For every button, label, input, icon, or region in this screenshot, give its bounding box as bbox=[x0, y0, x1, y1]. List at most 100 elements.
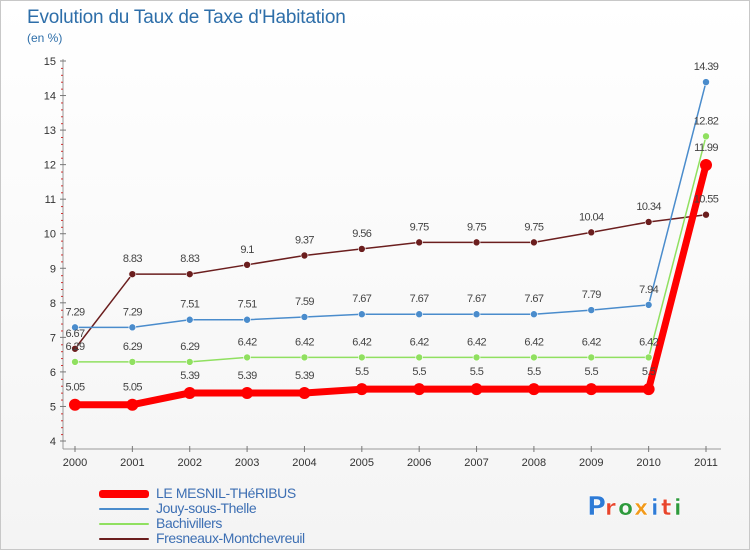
y-minor-tick bbox=[61, 378, 63, 380]
data-point bbox=[185, 315, 194, 324]
logo-letter: x bbox=[634, 496, 648, 521]
legend-label: Fresneaux-Montchevreuil bbox=[156, 530, 305, 546]
x-tick-label: 2004 bbox=[292, 457, 316, 469]
x-tick-label: 2000 bbox=[63, 457, 87, 469]
y-minor-tick bbox=[61, 116, 63, 118]
legend-item-jouy-sous-thelle: Jouy-sous-Thelle bbox=[99, 501, 305, 516]
data-label: 6.42 bbox=[352, 336, 371, 348]
data-label: 6.67 bbox=[65, 328, 84, 340]
data-point bbox=[358, 353, 366, 362]
logo-letter: P bbox=[587, 492, 606, 522]
y-minor-tick bbox=[61, 213, 63, 214]
series-line bbox=[74, 213, 707, 350]
data-label: 5.5 bbox=[585, 366, 599, 378]
data-point bbox=[128, 358, 137, 366]
data-point bbox=[243, 353, 251, 362]
data-point bbox=[300, 353, 309, 362]
data-point bbox=[71, 358, 79, 366]
y-minor-tick bbox=[61, 261, 63, 263]
data-point bbox=[587, 353, 596, 362]
legend-swatch-icon bbox=[99, 490, 149, 499]
data-point bbox=[530, 310, 538, 319]
data-point bbox=[355, 383, 368, 396]
y-minor-tick bbox=[61, 206, 63, 208]
data-point bbox=[644, 301, 653, 309]
y-minor-tick bbox=[61, 358, 63, 360]
data-label: 5.5 bbox=[642, 366, 656, 378]
x-tick-label: 2003 bbox=[235, 457, 259, 469]
data-point bbox=[530, 353, 538, 362]
y-tick-label: 12 bbox=[44, 160, 56, 172]
data-label: 9.37 bbox=[295, 234, 314, 246]
data-label: 6.29 bbox=[123, 341, 142, 353]
y-minor-tick bbox=[61, 289, 63, 290]
y-minor-tick bbox=[61, 192, 63, 194]
data-point bbox=[702, 78, 710, 86]
data-point bbox=[472, 310, 481, 319]
y-minor-tick bbox=[61, 178, 63, 180]
y-tick-label: 13 bbox=[44, 125, 56, 137]
y-minor-tick bbox=[61, 240, 63, 242]
y-minor-tick bbox=[61, 171, 63, 173]
y-minor-tick bbox=[61, 150, 63, 152]
y-minor-tick bbox=[61, 123, 63, 125]
data-label: 9.1 bbox=[240, 244, 254, 256]
data-point bbox=[126, 398, 139, 411]
proxiti-logo-icon: Pr o x i t i bbox=[587, 492, 682, 523]
data-label: 6.42 bbox=[410, 336, 429, 348]
data-label: 11.99 bbox=[694, 142, 718, 154]
y-minor-tick bbox=[61, 344, 63, 346]
data-label: 9.75 bbox=[467, 221, 486, 233]
y-minor-tick bbox=[61, 219, 63, 221]
data-label: 7.59 bbox=[295, 296, 314, 308]
y-tick-label: 6 bbox=[50, 367, 56, 379]
y-minor-tick bbox=[61, 420, 63, 422]
y-minor-tick bbox=[61, 143, 63, 145]
data-point bbox=[128, 323, 137, 332]
y-minor-tick bbox=[61, 81, 63, 83]
data-point bbox=[358, 310, 366, 319]
data-point bbox=[472, 238, 481, 247]
data-label: 10.04 bbox=[579, 211, 604, 223]
data-label: 7.94 bbox=[639, 284, 658, 296]
y-minor-tick bbox=[61, 109, 63, 111]
y-minor-tick bbox=[61, 157, 63, 159]
logo-letter: r bbox=[605, 496, 616, 521]
logo-letter: i bbox=[651, 496, 659, 521]
data-point bbox=[69, 398, 81, 411]
y-minor-tick bbox=[61, 247, 63, 249]
data-label: 8.83 bbox=[180, 253, 199, 265]
x-tick-label: 2009 bbox=[579, 457, 603, 469]
data-point bbox=[300, 313, 309, 321]
y-minor-tick bbox=[61, 254, 63, 256]
y-tick-label: 4 bbox=[50, 436, 56, 448]
data-label: 5.39 bbox=[295, 370, 314, 382]
y-minor-tick bbox=[61, 330, 63, 332]
y-minor-tick bbox=[61, 427, 63, 429]
data-label: 7.67 bbox=[524, 293, 543, 305]
data-label: 7.67 bbox=[352, 293, 371, 305]
data-point bbox=[415, 353, 423, 362]
data-point bbox=[415, 310, 423, 319]
y-minor-tick bbox=[61, 226, 63, 228]
y-tick-label: 15 bbox=[44, 56, 56, 68]
data-point bbox=[183, 386, 196, 399]
y-minor-tick bbox=[61, 399, 63, 401]
data-label: 9.75 bbox=[524, 221, 543, 233]
data-point bbox=[185, 270, 194, 278]
data-label: 6.42 bbox=[238, 336, 257, 348]
data-point bbox=[71, 323, 79, 332]
y-minor-tick bbox=[61, 275, 63, 277]
legend-swatch-icon bbox=[99, 523, 149, 526]
data-label: 6.42 bbox=[639, 336, 658, 348]
data-label: 5.5 bbox=[470, 366, 484, 378]
y-tick-label: 10 bbox=[44, 229, 56, 241]
data-point bbox=[644, 218, 653, 226]
data-point bbox=[702, 132, 710, 141]
data-label: 5.5 bbox=[355, 366, 369, 378]
data-label: 10.34 bbox=[636, 201, 661, 213]
x-tick-label: 2007 bbox=[464, 457, 488, 469]
chart-title: Evolution du Taux de Taxe d'Habitation bbox=[27, 7, 346, 28]
